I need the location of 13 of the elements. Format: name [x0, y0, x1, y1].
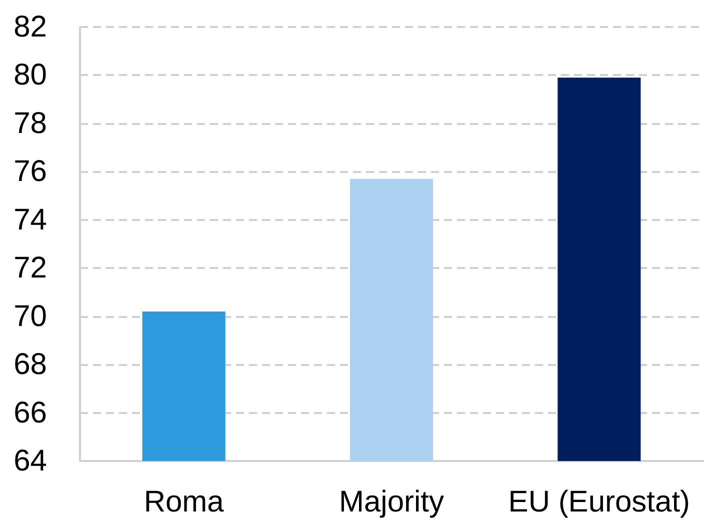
- y-tick-label: 82: [14, 10, 47, 44]
- x-tick-label: Majority: [338, 486, 444, 518]
- x-tick-label: EU (Eurostat): [508, 486, 690, 518]
- y-tick-label: 70: [14, 300, 47, 333]
- y-tick-label: 72: [14, 252, 47, 285]
- y-tick-label: 78: [14, 106, 47, 140]
- y-tick-label: 76: [14, 155, 47, 188]
- x-tick-label: Roma: [144, 486, 224, 518]
- y-tick-label: 80: [14, 58, 47, 92]
- y-tick-label: 74: [14, 203, 47, 236]
- y-tick-label: 64: [14, 444, 47, 478]
- y-tick-label: 68: [14, 348, 47, 382]
- y-tick-label: 66: [14, 396, 47, 430]
